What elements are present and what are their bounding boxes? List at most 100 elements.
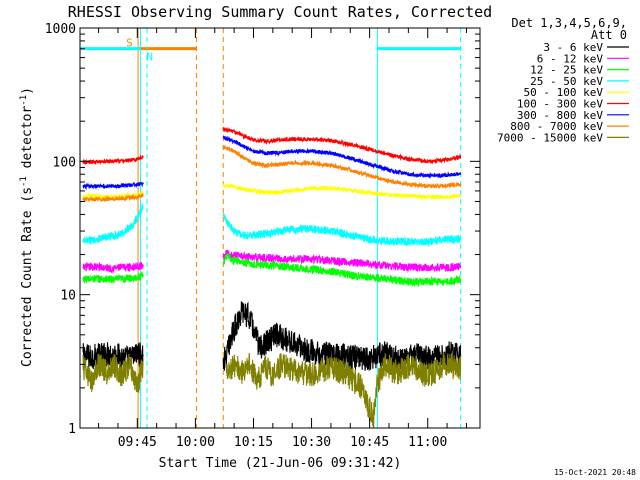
data-point — [349, 234, 351, 236]
data-point — [307, 350, 309, 352]
data-point — [109, 196, 111, 198]
data-point — [222, 360, 224, 362]
y-axis-label-mid: detector — [20, 106, 35, 177]
y-axis-label-sup2: -1 — [19, 95, 29, 106]
series-line — [222, 183, 462, 201]
data-point — [233, 328, 235, 330]
x-axis-label: Start Time (21-Jun-06 09:31:42) — [159, 456, 402, 471]
data-point — [245, 313, 247, 315]
data-point — [109, 267, 111, 269]
legend-entry-label: 7000 - 15000 keV — [497, 131, 603, 144]
data-point — [229, 149, 231, 151]
y-axis-label: Corrected Count Rate (s-1 detector-1) — [19, 87, 35, 367]
series-line — [82, 353, 144, 393]
data-point — [82, 266, 84, 269]
data-point — [136, 265, 138, 267]
y-axis: 1 10 100 1000 — [45, 22, 480, 437]
data-point — [295, 344, 297, 346]
data-point — [222, 258, 224, 260]
data-point — [264, 152, 266, 154]
data-point — [388, 180, 390, 182]
data-point — [109, 185, 111, 187]
data-point — [90, 356, 92, 358]
legend-entry-label: 100 - 300 keV — [517, 98, 603, 111]
data-point — [136, 158, 138, 160]
data-point — [233, 186, 235, 188]
data-point — [460, 238, 462, 240]
data-point — [291, 258, 293, 260]
data-point — [460, 367, 462, 369]
data-point — [113, 363, 115, 365]
data-point — [268, 340, 270, 342]
data-point — [105, 353, 107, 355]
series-line — [222, 126, 462, 165]
data-point — [94, 198, 96, 200]
data-point — [82, 241, 84, 243]
data-point — [272, 192, 274, 194]
chart-title: RHESSI Observing Summary Count Rates, Co… — [68, 3, 492, 21]
data-point — [90, 381, 92, 383]
data-point — [132, 223, 135, 225]
data-point — [272, 376, 274, 378]
data-point — [125, 230, 127, 232]
series-line — [82, 260, 144, 275]
data-point — [222, 183, 224, 186]
data-point — [427, 281, 429, 283]
annotation-label-s: S — [126, 37, 133, 50]
series-line — [222, 252, 462, 288]
series-layer — [82, 126, 462, 428]
data-point — [460, 278, 462, 281]
data-point — [82, 198, 84, 200]
data-point — [384, 365, 386, 367]
data-point — [142, 156, 144, 158]
series-line — [225, 352, 462, 428]
data-point — [310, 150, 313, 152]
data-point — [353, 356, 355, 358]
legend-entry-label: 25 - 50 keV — [530, 75, 603, 88]
x-axis: 09:45 10:00 10:15 10:30 10:45 11:00 — [98, 28, 467, 450]
series-line — [222, 249, 462, 274]
data-point — [388, 194, 390, 196]
data-point — [349, 189, 351, 191]
data-point — [272, 257, 274, 259]
data-point — [222, 215, 224, 217]
data-point — [142, 275, 144, 277]
series-800-7000keV — [82, 144, 462, 203]
data-point — [136, 183, 138, 186]
data-point — [252, 256, 255, 259]
x-tick-label: 10:45 — [350, 435, 389, 450]
data-point — [291, 228, 293, 230]
data-point — [460, 195, 462, 197]
data-point — [349, 274, 351, 276]
data-point — [222, 137, 224, 139]
data-point — [142, 363, 144, 365]
data-point — [233, 255, 235, 257]
data-point — [260, 347, 262, 349]
data-point — [407, 195, 409, 197]
data-point — [82, 185, 84, 187]
data-point — [369, 175, 371, 177]
series-12-25keV — [82, 252, 462, 288]
data-point — [237, 153, 239, 155]
data-point — [330, 260, 332, 262]
data-point — [109, 198, 111, 200]
data-point — [229, 139, 231, 141]
data-point — [222, 146, 224, 148]
data-point — [94, 161, 96, 163]
data-point — [222, 128, 224, 130]
data-point — [109, 160, 111, 162]
data-point — [369, 238, 371, 240]
data-point — [142, 192, 144, 194]
data-point — [245, 158, 247, 160]
data-point — [460, 183, 462, 186]
data-point — [136, 353, 138, 355]
legend-entry-label: 800 - 7000 keV — [510, 120, 603, 133]
data-point — [82, 195, 84, 197]
data-point — [388, 154, 390, 156]
data-point — [460, 266, 462, 268]
data-point — [225, 374, 227, 376]
data-point — [330, 230, 332, 232]
data-point — [105, 236, 107, 238]
data-point — [376, 381, 378, 383]
